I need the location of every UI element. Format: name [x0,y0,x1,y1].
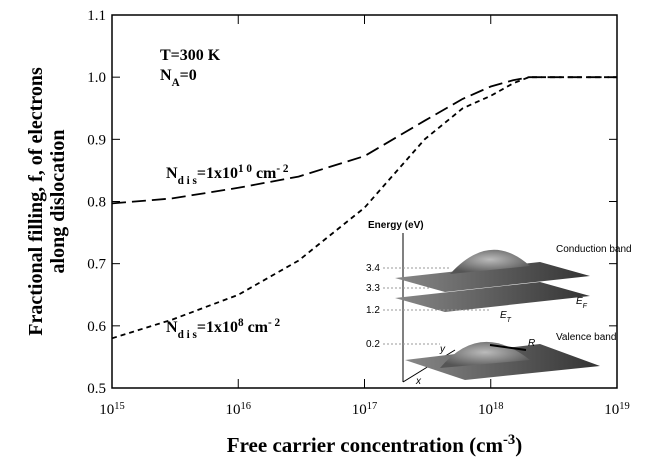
text-run: 0.8 [87,195,106,211]
text-run: along dislocation [47,130,69,274]
text-run: N [166,319,178,336]
text-run: 0.5 [87,381,106,397]
text-run: 1.2 [366,305,380,316]
text-run: 1 0 [238,163,252,175]
text-run: y [439,344,446,355]
inset-level: 3.3 [366,283,380,294]
text-run: ) [515,433,522,457]
text-run: R [528,338,535,349]
text-run: 0.7 [87,257,106,273]
text-run: 0.9 [87,132,106,148]
text-run: 10 [604,402,619,418]
series-label: Nd i s=1x101 0 cm- 2 [166,163,289,187]
y-tick-label: 1.0 [87,70,106,86]
text-run: d i s [178,329,198,341]
text-run: 16 [241,401,252,412]
inset-symbol: R [528,338,535,349]
text-run: Valence band [556,332,616,343]
x-tick-label: 1016 [226,401,252,419]
text-run: 15 [114,401,125,412]
text-run: T [507,317,512,324]
text-run: 10 [226,402,241,418]
text-run: 17 [367,401,378,412]
text-run: x [415,376,422,387]
inset-symbol: EF [576,296,588,310]
chart: Energy (eV) 3.4 3.3 1.2 0.2 Conduction band Va… [0,0,667,466]
inset-level: 0.2 [366,339,380,350]
y-axis-label: along dislocation [47,130,69,274]
text-run: d i s [178,175,198,187]
text-run: Fractional filling, f, of electrons [25,67,47,336]
y-tick-label: 0.6 [87,319,106,335]
text-run: -3 [503,432,515,448]
x-tick-label: 1017 [352,401,378,419]
text-run: - 2 [268,317,281,329]
x-tick-label: 1015 [99,401,125,419]
inset-level: 1.2 [366,305,380,316]
inset-symbol: y [439,344,446,355]
x-tick-label: 1018 [478,401,504,419]
text-run: 1.0 [87,70,106,86]
y-tick-label: 0.5 [87,381,106,397]
text-run: Conduction band [556,244,632,255]
y-tick-label: 0.8 [87,195,106,211]
text-run: =1x10 [197,165,238,182]
text-run: 10 [478,402,493,418]
text-run: 18 [493,401,504,412]
text-run: Free carrier concentration (cm [227,433,504,457]
text-run: - 2 [276,163,289,175]
y-tick-label: 1.1 [87,8,106,24]
text-run: A [172,77,180,89]
text-run: 10 [99,402,114,418]
text-run: =0 [180,67,197,84]
text-run: N [160,67,172,84]
inset-band: Conduction band [556,244,632,255]
text-run: 0.2 [366,339,380,350]
annotation: T=300 K [160,47,221,64]
text-run: 3.3 [366,283,380,294]
inset-symbol: x [415,376,422,387]
text-run: cm [244,319,269,336]
x-axis-label: Free carrier concentration (cm-3) [227,432,522,457]
text-run: 19 [619,401,630,412]
inset-band: Valence band [556,332,616,343]
y-tick-label: 0.7 [87,257,106,273]
text-run: cm [252,165,277,182]
text-run: 0.6 [87,319,106,335]
y-tick-label: 0.9 [87,132,106,148]
text-run: T=300 K [160,47,221,64]
x-tick-label: 1019 [604,401,630,419]
inset-symbol: ET [500,310,512,324]
y-axis-label: Fractional filling, f, of electrons [25,67,47,336]
text-run: 10 [352,402,367,418]
text-run: =1x10 [197,319,238,336]
text-run: N [166,165,178,182]
annotation: NA=0 [160,67,197,89]
inset-level: 3.4 [366,263,380,274]
text-run: 1.1 [87,8,106,24]
series-label: Nd i s=1x108 cm- 2 [166,317,281,341]
inset-diagram: Energy (eV) 3.4 3.3 1.2 0.2 Conduction band Va… [366,220,632,387]
text-run: 3.4 [366,263,380,274]
text-run: F [583,303,588,310]
text-run: Energy (eV) [368,220,424,231]
inset-axis-label: Energy (eV) [368,220,424,231]
